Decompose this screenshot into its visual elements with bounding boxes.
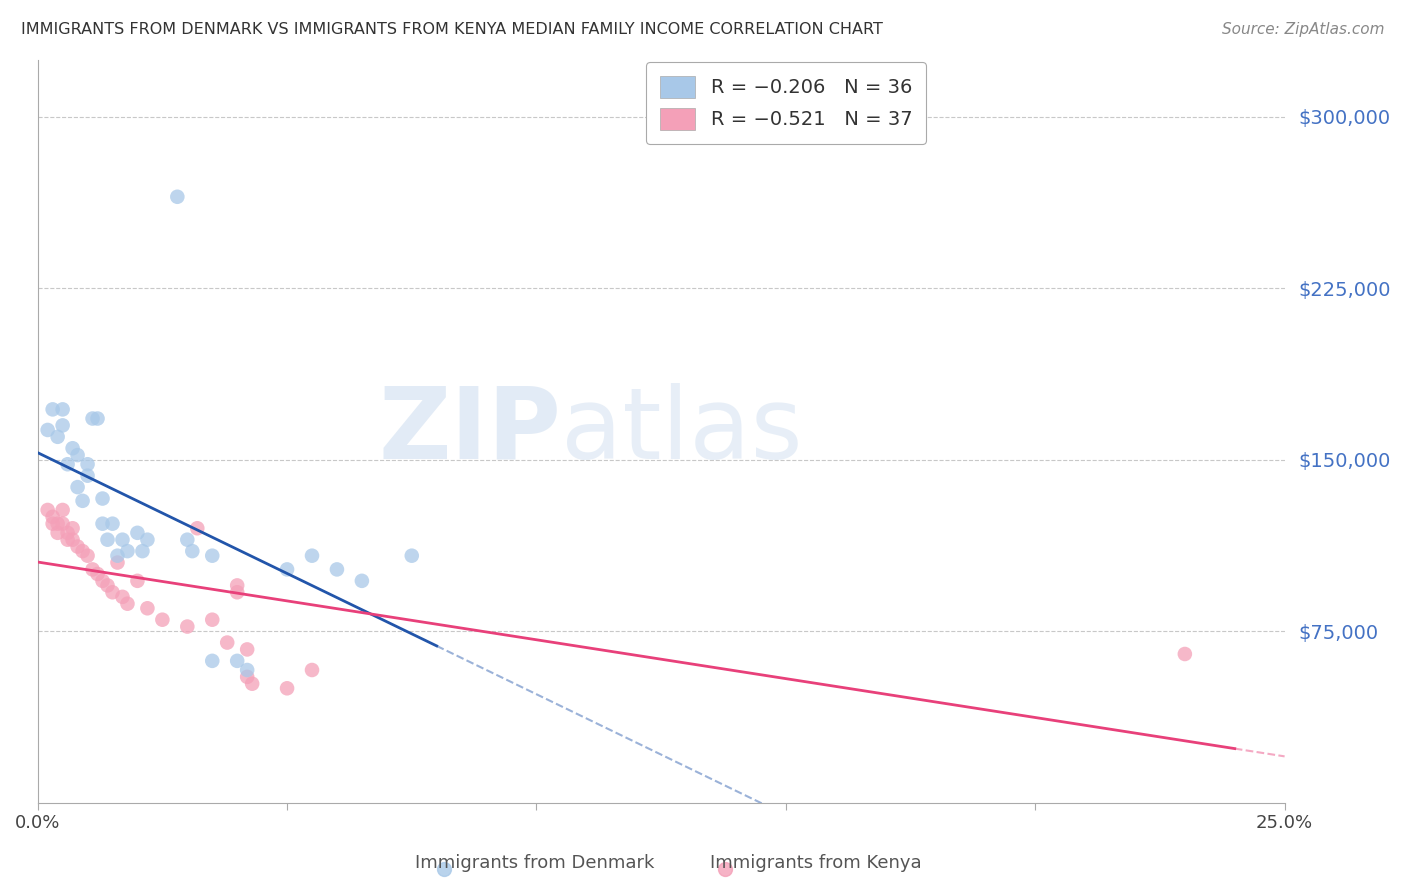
Text: Immigrants from Kenya: Immigrants from Kenya	[710, 855, 921, 872]
Point	[86, 566, 108, 581]
Point	[76, 468, 98, 483]
Point	[181, 544, 204, 558]
Point	[107, 556, 129, 570]
Point	[72, 544, 94, 558]
Point	[136, 601, 159, 615]
Point	[236, 642, 259, 657]
Point	[56, 533, 79, 547]
Point	[136, 533, 159, 547]
Point	[91, 516, 114, 531]
Point	[350, 574, 373, 588]
Point	[276, 562, 298, 576]
Point	[41, 402, 63, 417]
Point	[150, 613, 173, 627]
Point	[326, 562, 349, 576]
Text: IMMIGRANTS FROM DENMARK VS IMMIGRANTS FROM KENYA MEDIAN FAMILY INCOME CORRELATIO: IMMIGRANTS FROM DENMARK VS IMMIGRANTS FR…	[21, 22, 883, 37]
Point	[52, 418, 75, 433]
Point	[46, 516, 69, 531]
Point	[236, 663, 259, 677]
Point	[86, 411, 108, 425]
Point	[41, 516, 63, 531]
Point	[217, 635, 239, 649]
Point	[62, 533, 84, 547]
Point	[76, 457, 98, 471]
Point	[1174, 647, 1197, 661]
Point	[52, 402, 75, 417]
Point	[101, 516, 124, 531]
Point	[62, 442, 84, 456]
Point	[166, 190, 188, 204]
Point	[37, 503, 59, 517]
Point	[226, 578, 249, 592]
Point	[433, 862, 456, 876]
Point	[117, 597, 139, 611]
Point	[714, 862, 737, 876]
Point	[101, 585, 124, 599]
Text: Source: ZipAtlas.com: Source: ZipAtlas.com	[1222, 22, 1385, 37]
Point	[176, 619, 198, 633]
Point	[72, 493, 94, 508]
Point	[91, 491, 114, 506]
Point	[301, 549, 323, 563]
Point	[111, 590, 134, 604]
Point	[96, 578, 118, 592]
Point	[176, 533, 198, 547]
Point	[131, 544, 153, 558]
Point	[127, 574, 149, 588]
Point	[46, 525, 69, 540]
Point	[107, 549, 129, 563]
Point	[111, 533, 134, 547]
Point	[186, 521, 208, 535]
Point	[226, 585, 249, 599]
Point	[56, 525, 79, 540]
Text: atlas: atlas	[561, 383, 803, 480]
Point	[66, 480, 89, 494]
Point	[96, 533, 118, 547]
Point	[127, 525, 149, 540]
Point	[37, 423, 59, 437]
Point	[82, 411, 104, 425]
Text: ZIP: ZIP	[378, 383, 561, 480]
Point	[201, 549, 224, 563]
Point	[66, 448, 89, 462]
Point	[82, 562, 104, 576]
Point	[236, 670, 259, 684]
Point	[226, 654, 249, 668]
Point	[41, 509, 63, 524]
Point	[62, 521, 84, 535]
Point	[66, 540, 89, 554]
Legend: R = −0.206   N = 36, R = −0.521   N = 37: R = −0.206 N = 36, R = −0.521 N = 37	[647, 62, 925, 144]
Point	[301, 663, 323, 677]
Point	[401, 549, 423, 563]
Point	[276, 681, 298, 696]
Point	[91, 574, 114, 588]
Point	[201, 613, 224, 627]
Point	[56, 457, 79, 471]
Point	[76, 549, 98, 563]
Point	[52, 516, 75, 531]
Point	[240, 676, 263, 690]
Point	[117, 544, 139, 558]
Point	[201, 654, 224, 668]
Point	[52, 503, 75, 517]
Text: Immigrants from Denmark: Immigrants from Denmark	[415, 855, 654, 872]
Point	[46, 430, 69, 444]
